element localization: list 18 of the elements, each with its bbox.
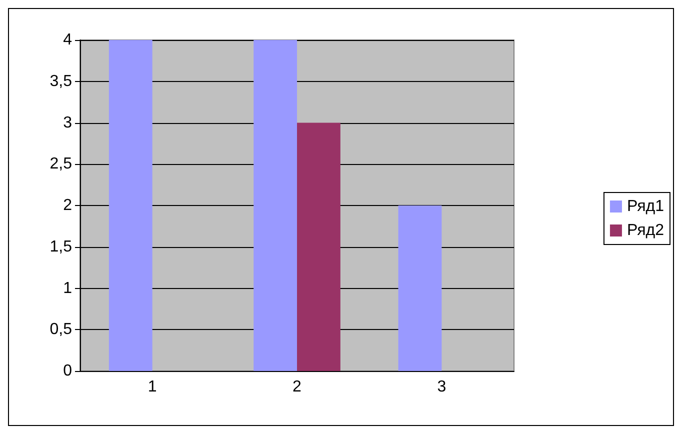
y-tick-label: 1 — [63, 280, 72, 297]
bar — [398, 206, 442, 371]
bar — [297, 122, 340, 371]
legend-label: Ряд2 — [626, 222, 664, 239]
x-tick-label: 1 — [148, 378, 157, 396]
legend-label: Ряд1 — [626, 198, 664, 215]
y-tick-label: 2 — [63, 197, 72, 214]
y-tick-label: 0,5 — [50, 321, 72, 338]
y-tick-label: 1,5 — [50, 238, 72, 256]
y-tick-label: 3 — [63, 114, 72, 132]
y-tick-label: 3,5 — [50, 72, 72, 90]
y-tick-label: 2,5 — [50, 156, 72, 173]
x-tick-label: 3 — [437, 378, 446, 396]
y-tick-label: 4 — [63, 32, 72, 48]
y-tick-label: 0 — [63, 362, 72, 380]
bar — [108, 40, 152, 371]
x-tick-label: 2 — [292, 378, 302, 396]
bar — [254, 40, 297, 371]
